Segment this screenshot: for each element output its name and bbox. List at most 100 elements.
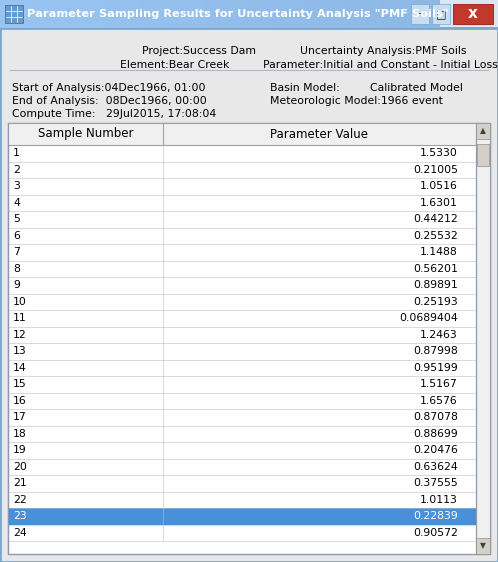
Bar <box>323 0 331 28</box>
Text: 14: 14 <box>13 362 27 373</box>
Bar <box>183 0 191 28</box>
Text: 0.37555: 0.37555 <box>413 478 458 488</box>
Bar <box>403 0 411 28</box>
Text: 7: 7 <box>13 247 20 257</box>
Bar <box>161 0 169 28</box>
Text: 17: 17 <box>13 413 27 422</box>
Bar <box>29 0 37 28</box>
Bar <box>308 0 316 28</box>
Bar <box>169 0 176 28</box>
Text: 5: 5 <box>13 214 20 224</box>
Bar <box>73 0 81 28</box>
Bar <box>345 0 353 28</box>
Bar <box>213 0 221 28</box>
Text: 1.0516: 1.0516 <box>420 182 458 191</box>
Text: 21: 21 <box>13 478 27 488</box>
Text: 1.6576: 1.6576 <box>420 396 458 406</box>
Text: Parameter:Initial and Constant - Initial Loss: Parameter:Initial and Constant - Initial… <box>263 60 498 70</box>
Text: 3: 3 <box>13 182 20 191</box>
Text: 24: 24 <box>13 528 27 538</box>
Text: Sample Number: Sample Number <box>38 128 133 140</box>
Text: 0.87078: 0.87078 <box>413 413 458 422</box>
Text: 20: 20 <box>13 462 27 472</box>
Bar <box>476 538 490 554</box>
Bar <box>301 0 308 28</box>
Bar <box>411 4 429 24</box>
Text: End of Analysis:  08Dec1966, 00:00: End of Analysis: 08Dec1966, 00:00 <box>12 96 207 106</box>
Text: Project:Success Dam: Project:Success Dam <box>142 46 256 56</box>
Text: 0.95199: 0.95199 <box>413 362 458 373</box>
Text: Basin Model:: Basin Model: <box>270 83 340 93</box>
Bar <box>88 0 96 28</box>
Bar <box>139 0 147 28</box>
Bar <box>293 0 301 28</box>
Text: 0.22839: 0.22839 <box>413 511 458 521</box>
Text: Calibrated Model: Calibrated Model <box>370 83 463 93</box>
Bar <box>59 0 67 28</box>
Bar <box>418 0 426 28</box>
Bar <box>256 0 264 28</box>
Bar <box>433 0 441 28</box>
Bar <box>360 0 367 28</box>
Text: 1.2463: 1.2463 <box>420 330 458 340</box>
Text: 0.90572: 0.90572 <box>413 528 458 538</box>
Bar <box>110 0 118 28</box>
Bar <box>51 0 59 28</box>
Text: ▲: ▲ <box>480 126 486 135</box>
Text: 0.89891: 0.89891 <box>413 280 458 290</box>
Bar <box>249 0 257 28</box>
Bar <box>44 0 52 28</box>
Bar <box>81 0 89 28</box>
Bar <box>14 0 22 28</box>
Bar <box>154 0 162 28</box>
Bar <box>315 0 323 28</box>
Bar <box>388 0 396 28</box>
Text: 0.20476: 0.20476 <box>413 445 458 455</box>
Bar <box>8 123 490 554</box>
Bar <box>7 0 15 28</box>
Text: 0.0689404: 0.0689404 <box>399 313 458 323</box>
Bar <box>132 0 140 28</box>
Text: 2: 2 <box>13 165 20 175</box>
Text: 16: 16 <box>13 396 27 406</box>
Text: 0.25532: 0.25532 <box>413 231 458 241</box>
Text: 0.25193: 0.25193 <box>413 297 458 307</box>
Text: ▼: ▼ <box>480 542 486 551</box>
Text: 12: 12 <box>13 330 27 340</box>
Text: 15: 15 <box>13 379 27 389</box>
Bar <box>374 0 382 28</box>
Text: 0.88699: 0.88699 <box>413 429 458 439</box>
Text: 0.56201: 0.56201 <box>413 264 458 274</box>
Bar <box>432 4 450 24</box>
Bar <box>271 0 279 28</box>
Text: 13: 13 <box>13 346 27 356</box>
Text: Uncertainty Analysis:PMF Soils: Uncertainty Analysis:PMF Soils <box>300 46 467 56</box>
Bar <box>367 0 374 28</box>
Bar <box>396 0 404 28</box>
Text: 0.63624: 0.63624 <box>413 462 458 472</box>
Text: Element:Bear Creek: Element:Bear Creek <box>120 60 230 70</box>
Text: 1: 1 <box>13 148 20 158</box>
Bar <box>279 0 286 28</box>
Bar <box>8 508 476 524</box>
Text: x: x <box>468 7 478 21</box>
Text: 0.87998: 0.87998 <box>413 346 458 356</box>
Text: 18: 18 <box>13 429 27 439</box>
Text: 10: 10 <box>13 297 27 307</box>
Bar <box>118 0 125 28</box>
Bar <box>227 0 235 28</box>
Text: 9: 9 <box>13 280 20 290</box>
Bar <box>0 0 8 28</box>
Bar <box>476 123 490 139</box>
Text: 1.0113: 1.0113 <box>420 495 458 505</box>
Text: Compute Time:   29Jul2015, 17:08:04: Compute Time: 29Jul2015, 17:08:04 <box>12 109 216 119</box>
Bar <box>103 0 111 28</box>
Bar <box>95 0 103 28</box>
Bar <box>66 0 74 28</box>
Bar <box>176 0 184 28</box>
Bar <box>37 0 44 28</box>
Bar <box>235 0 243 28</box>
Bar <box>205 0 213 28</box>
Bar <box>191 0 199 28</box>
Bar <box>330 0 338 28</box>
